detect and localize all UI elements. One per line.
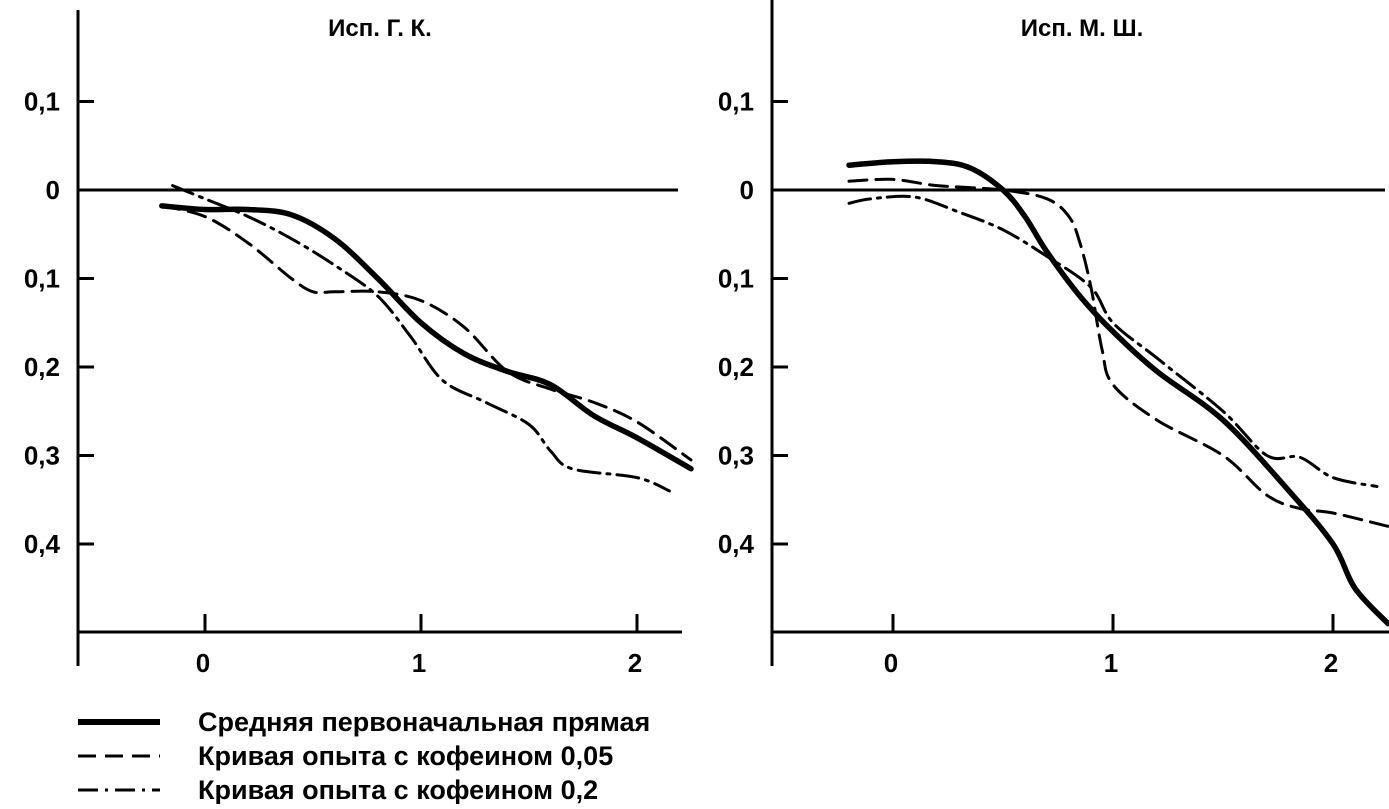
x-tick-label: 1 — [412, 648, 426, 678]
legend-label-dashed: Кривая опыта с кофеином 0,05 — [198, 741, 613, 771]
y-tick-label: 0,1 — [718, 87, 754, 117]
y-tick-label: 0,1 — [24, 87, 60, 117]
panel-title: Исп. Г. К. — [328, 15, 432, 42]
y-tick-label: 0,2 — [24, 352, 60, 382]
series-line-dashed — [160, 204, 693, 462]
series-line-dashed — [847, 177, 1389, 528]
y-tick-label: 0,3 — [24, 441, 60, 471]
x-tick-label: 2 — [1324, 648, 1338, 678]
y-tick-label: 0,1 — [24, 264, 60, 294]
x-tick-label: 0 — [884, 648, 898, 678]
legend: Средняя первоначальная прямая Кривая опы… — [78, 707, 650, 805]
y-tick-label: 0 — [740, 175, 754, 205]
series-line-solid — [846, 158, 1389, 627]
right-panel: Исп. М. Ш. 0,1 0 0,1 0,2 0,3 0,4 0 1 2 — [718, 0, 1389, 678]
y-tick-label: 0 — [46, 175, 60, 205]
y-tick-label: 0,2 — [718, 352, 754, 382]
legend-label-dashdot: Кривая опыта с кофеином 0,2 — [198, 775, 598, 804]
y-tick-label: 0,4 — [24, 529, 61, 559]
y-tick-label: 0,4 — [718, 529, 755, 559]
series-line-solid — [159, 203, 694, 472]
left-panel: Исп. Г. К. 0,1 0 0,1 0,2 0,3 0,4 0 1 2 — [24, 10, 694, 678]
legend-label-solid: Средняя первоначальная прямая — [198, 707, 650, 737]
panel-title: Исп. М. Ш. — [1021, 15, 1144, 42]
series-line-dashdot — [847, 194, 1379, 488]
series-line-dashdot — [171, 184, 671, 493]
x-tick-label: 0 — [196, 648, 210, 678]
x-tick-label: 2 — [628, 648, 642, 678]
y-tick-label: 0,3 — [718, 441, 754, 471]
x-tick-label: 1 — [1104, 648, 1118, 678]
y-tick-label: 0,1 — [718, 264, 754, 294]
